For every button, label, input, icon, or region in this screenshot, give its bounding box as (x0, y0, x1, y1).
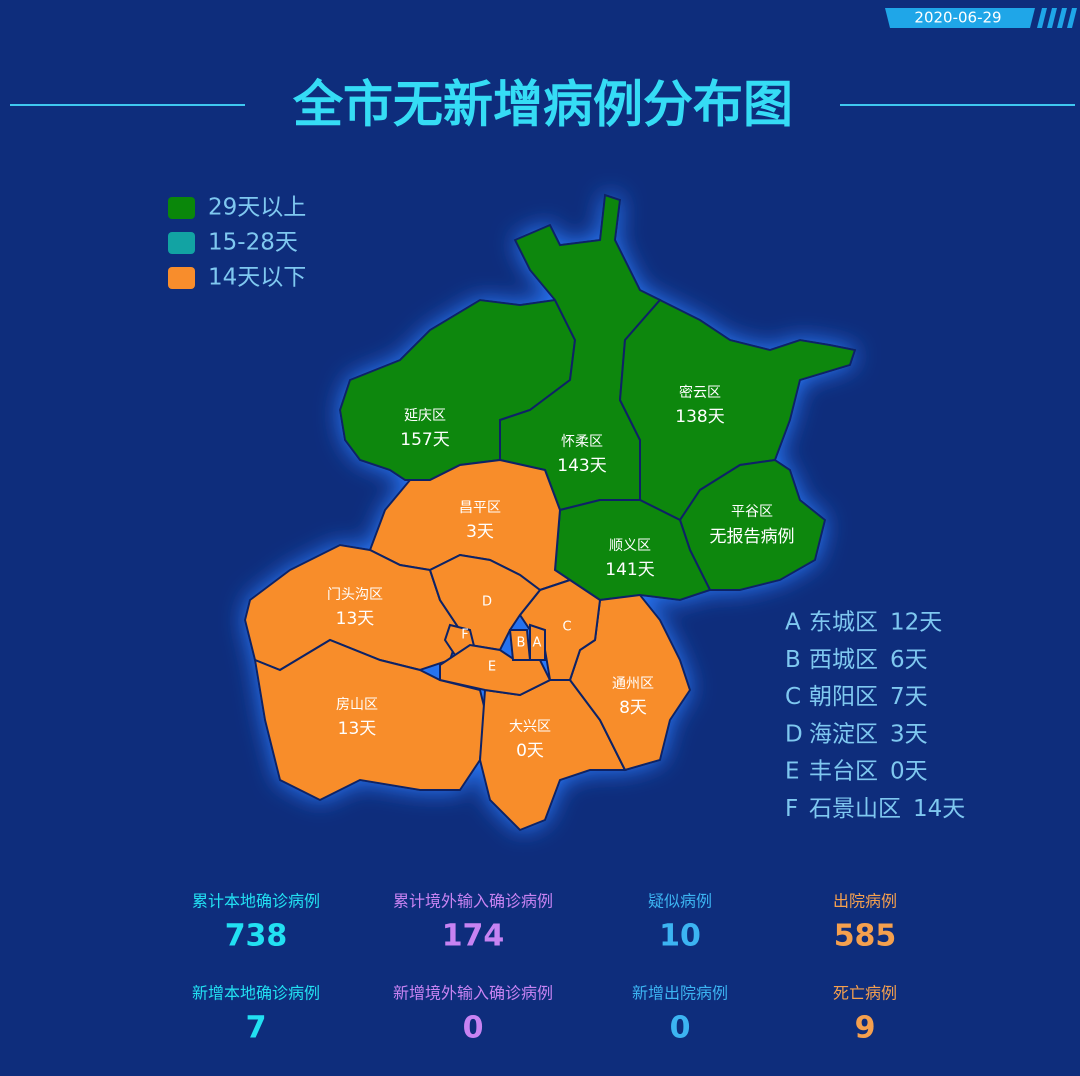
key-days: 12天 (890, 610, 942, 636)
date: 2020-06-29 (914, 9, 1001, 27)
key-name: 石景山区 (809, 796, 901, 822)
legend-swatch (168, 267, 195, 289)
district-name: 大兴区 (509, 719, 551, 735)
key-days: 7天 (890, 684, 928, 710)
legend-swatch (168, 232, 195, 254)
key-name: 丰台区 (809, 759, 878, 785)
date-box (885, 8, 1035, 28)
stat-value: 0 (463, 1011, 484, 1046)
district-days: 3天 (466, 522, 494, 542)
key-days: 14天 (913, 796, 965, 822)
district-name: 怀柔区 (561, 434, 603, 450)
key-letter: D (785, 721, 803, 747)
chaoyang (518, 578, 602, 681)
key-name: 西城区 (809, 647, 878, 673)
key-days: 3天 (890, 721, 928, 747)
key-letter: B (785, 647, 801, 673)
legend: 29天以上 15-28天 14天以下 (168, 195, 306, 291)
district-key: A 东城区 12天 B 西城区 6天 C 朝阳区 7天 D 海淀区 3天 E 丰台区 0天 F 石景山区 14天 (785, 610, 965, 823)
district-days: 13天 (338, 719, 377, 739)
dongcheng (529, 623, 546, 661)
key-name: 海淀区 (809, 721, 878, 747)
map-letter: C (562, 620, 571, 635)
key-days: 0天 (890, 759, 928, 785)
district-name: 顺义区 (609, 538, 651, 554)
district-name: 延庆区 (404, 408, 446, 424)
stat-label: 死亡病例 (833, 984, 897, 1003)
legend-label: 14天以下 (208, 265, 306, 291)
key-letter: F (785, 796, 798, 822)
district-days: 0天 (516, 741, 544, 761)
map-letter: E (488, 660, 496, 675)
key-name: 朝阳区 (809, 684, 878, 710)
district-name: 平谷区 (731, 504, 773, 520)
miyun (618, 298, 857, 522)
district-name: 房山区 (336, 697, 378, 713)
title: 全市无新增病例分布图 (292, 76, 793, 134)
key-name: 东城区 (809, 610, 878, 636)
district-name: 通州区 (612, 676, 654, 692)
stat-label: 疑似病例 (648, 892, 712, 911)
stat-label: 新增出院病例 (632, 984, 728, 1003)
key-letter: A (785, 610, 801, 636)
legend-label: 29天以上 (208, 195, 306, 221)
stat-value: 9 (855, 1011, 876, 1046)
stat-value: 738 (225, 919, 288, 954)
legend-swatch (168, 197, 195, 219)
stat-label: 累计境外输入确诊病例 (393, 892, 553, 911)
fengtai (439, 643, 552, 697)
stat-value: 7 (246, 1011, 267, 1046)
district-name: 密云区 (679, 384, 721, 401)
district-days: 141天 (605, 560, 654, 580)
district-days: 157天 (400, 430, 449, 450)
district-days: 13天 (336, 609, 375, 629)
district-days: 无报告病例 (710, 527, 795, 547)
stats: 累计本地确诊病例 738 累计境外输入确诊病例 174 疑似病例 10 出院病例 585 新增本… (192, 892, 897, 1046)
stat-label: 新增本地确诊病例 (192, 984, 320, 1003)
legend-label: 15-28天 (208, 230, 298, 256)
stat-value: 585 (834, 919, 897, 954)
stripes (1037, 8, 1077, 28)
stat-value: 10 (659, 919, 701, 954)
key-letter: C (785, 684, 801, 710)
map-letter: B (517, 636, 526, 651)
stat-label: 出院病例 (833, 892, 897, 911)
district-name: 昌平区 (459, 500, 501, 516)
map-letter: F (461, 628, 468, 643)
stat-value: 0 (670, 1011, 691, 1046)
stat-value: 174 (442, 919, 505, 954)
stat-label: 累计本地确诊病例 (192, 892, 320, 911)
district-days: 138天 (675, 407, 724, 427)
district-days: 143天 (557, 456, 606, 476)
map-letter: A (533, 636, 542, 651)
map (243, 193, 857, 832)
district-days: 8天 (619, 698, 647, 718)
key-letter: E (785, 759, 800, 785)
district-name: 门头沟区 (327, 587, 383, 603)
map-letter: D (482, 595, 492, 610)
key-days: 6天 (890, 647, 928, 673)
stat-label: 新增境外输入确诊病例 (393, 984, 553, 1003)
